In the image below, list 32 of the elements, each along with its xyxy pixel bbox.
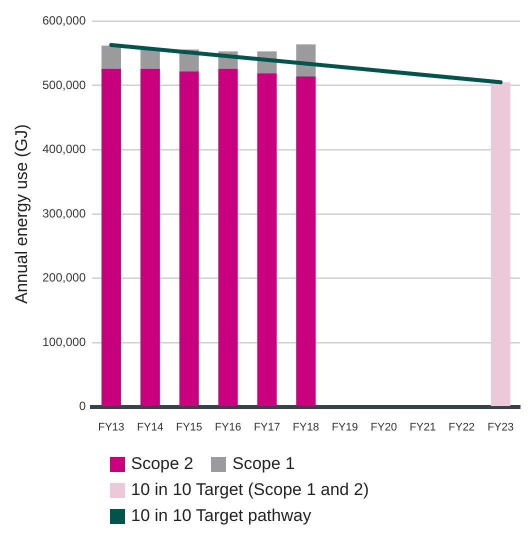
x-tick-label: FY20 [370, 421, 397, 434]
bar [257, 73, 277, 406]
y-tick-label: 500,000 [42, 78, 86, 92]
x-tick-label: FY19 [332, 421, 358, 434]
legend-label: 10 in 10 Target pathway [131, 506, 312, 526]
legend-label: 10 in 10 Target (Scope 1 and 2) [131, 480, 369, 500]
y-tick-label: 600,000 [42, 14, 86, 28]
x-tick-label: FY18 [292, 421, 320, 434]
legend-label: Scope 2 [131, 454, 194, 474]
x-tick-label: FY15 [176, 421, 202, 434]
bar [140, 68, 160, 406]
x-tick-label: FY22 [448, 421, 475, 434]
bar [179, 71, 199, 406]
y-tick-label: 400,000 [42, 142, 86, 156]
y-tick-label: 0 [79, 399, 86, 414]
bar [102, 68, 121, 406]
bar [296, 76, 316, 406]
bar [140, 48, 160, 69]
x-tick-label: FY23 [487, 421, 514, 434]
bar [218, 68, 238, 406]
x-tick-label: FY17 [254, 421, 280, 434]
legend-label: Scope 1 [232, 454, 295, 474]
x-tick-label: FY13 [98, 421, 124, 434]
bar [490, 82, 510, 406]
x-tick-label: FY16 [214, 421, 242, 434]
x-tick-label: FY14 [137, 421, 164, 434]
x-tick-label: FY21 [410, 421, 436, 434]
y-tick-label: 200,000 [42, 270, 86, 285]
y-tick-label: 100,000 [42, 334, 86, 349]
y-axis-title: Annual energy use (GJ) [12, 124, 31, 304]
bar [102, 46, 121, 69]
y-tick-label: 300,000 [42, 206, 86, 220]
